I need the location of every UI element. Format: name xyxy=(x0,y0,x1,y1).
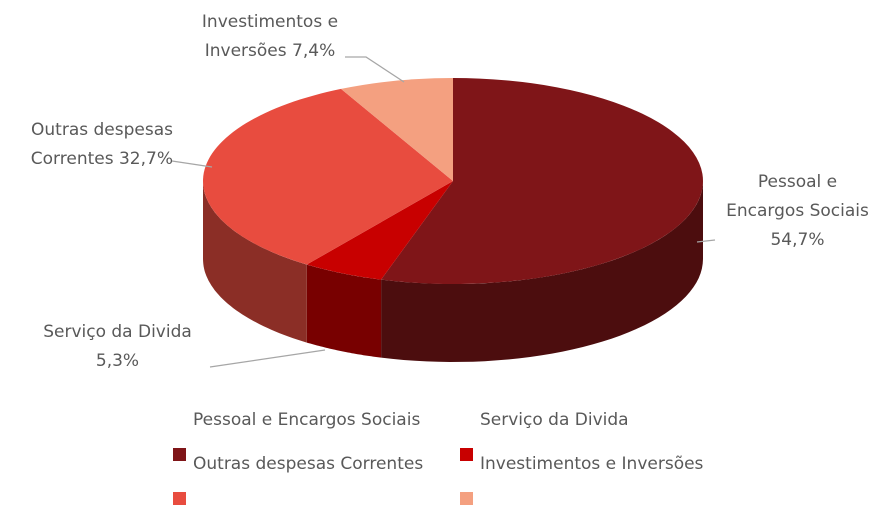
legend-label: Investimentos e Inversões xyxy=(480,454,704,474)
legend-label: Outras despesas Correntes xyxy=(193,454,424,474)
slice xyxy=(341,78,453,181)
legend-marker xyxy=(460,492,473,505)
leader-line xyxy=(209,349,326,368)
slice xyxy=(306,181,453,280)
data-label: Investimentos e Inversões 7,4% xyxy=(185,8,355,66)
data-label: Serviço da Divida 5,3% xyxy=(30,318,205,376)
slice-side xyxy=(381,181,703,362)
legend-marker xyxy=(173,448,186,461)
legend-marker xyxy=(173,492,186,505)
legend-label: Pessoal e Encargos Sociais xyxy=(193,410,421,430)
legend-label: Serviço da Divida xyxy=(480,410,629,430)
slice-side xyxy=(306,264,382,358)
label-category: Investimentos e Inversões xyxy=(201,12,339,61)
slice xyxy=(381,78,703,284)
label-value: 5,3% xyxy=(95,351,140,371)
leader-line xyxy=(171,160,213,168)
label-value: 7,4% xyxy=(292,41,336,61)
data-label: Pessoal e Encargos Sociais 54,7% xyxy=(720,168,875,255)
slice-side xyxy=(203,181,307,343)
label-category: Pessoal e Encargos Sociais xyxy=(726,172,869,221)
label-category: Serviço da Divida xyxy=(43,322,192,342)
label-category: Outras despesas Correntes xyxy=(30,120,173,169)
label-value: 32,7% xyxy=(118,149,173,169)
leader-line xyxy=(345,56,405,83)
data-label: Outras despesas Correntes 32,7% xyxy=(0,116,173,174)
leader-line xyxy=(696,239,716,243)
legend-marker xyxy=(460,448,473,461)
label-value: 54,7% xyxy=(770,230,825,250)
slice xyxy=(202,88,453,265)
